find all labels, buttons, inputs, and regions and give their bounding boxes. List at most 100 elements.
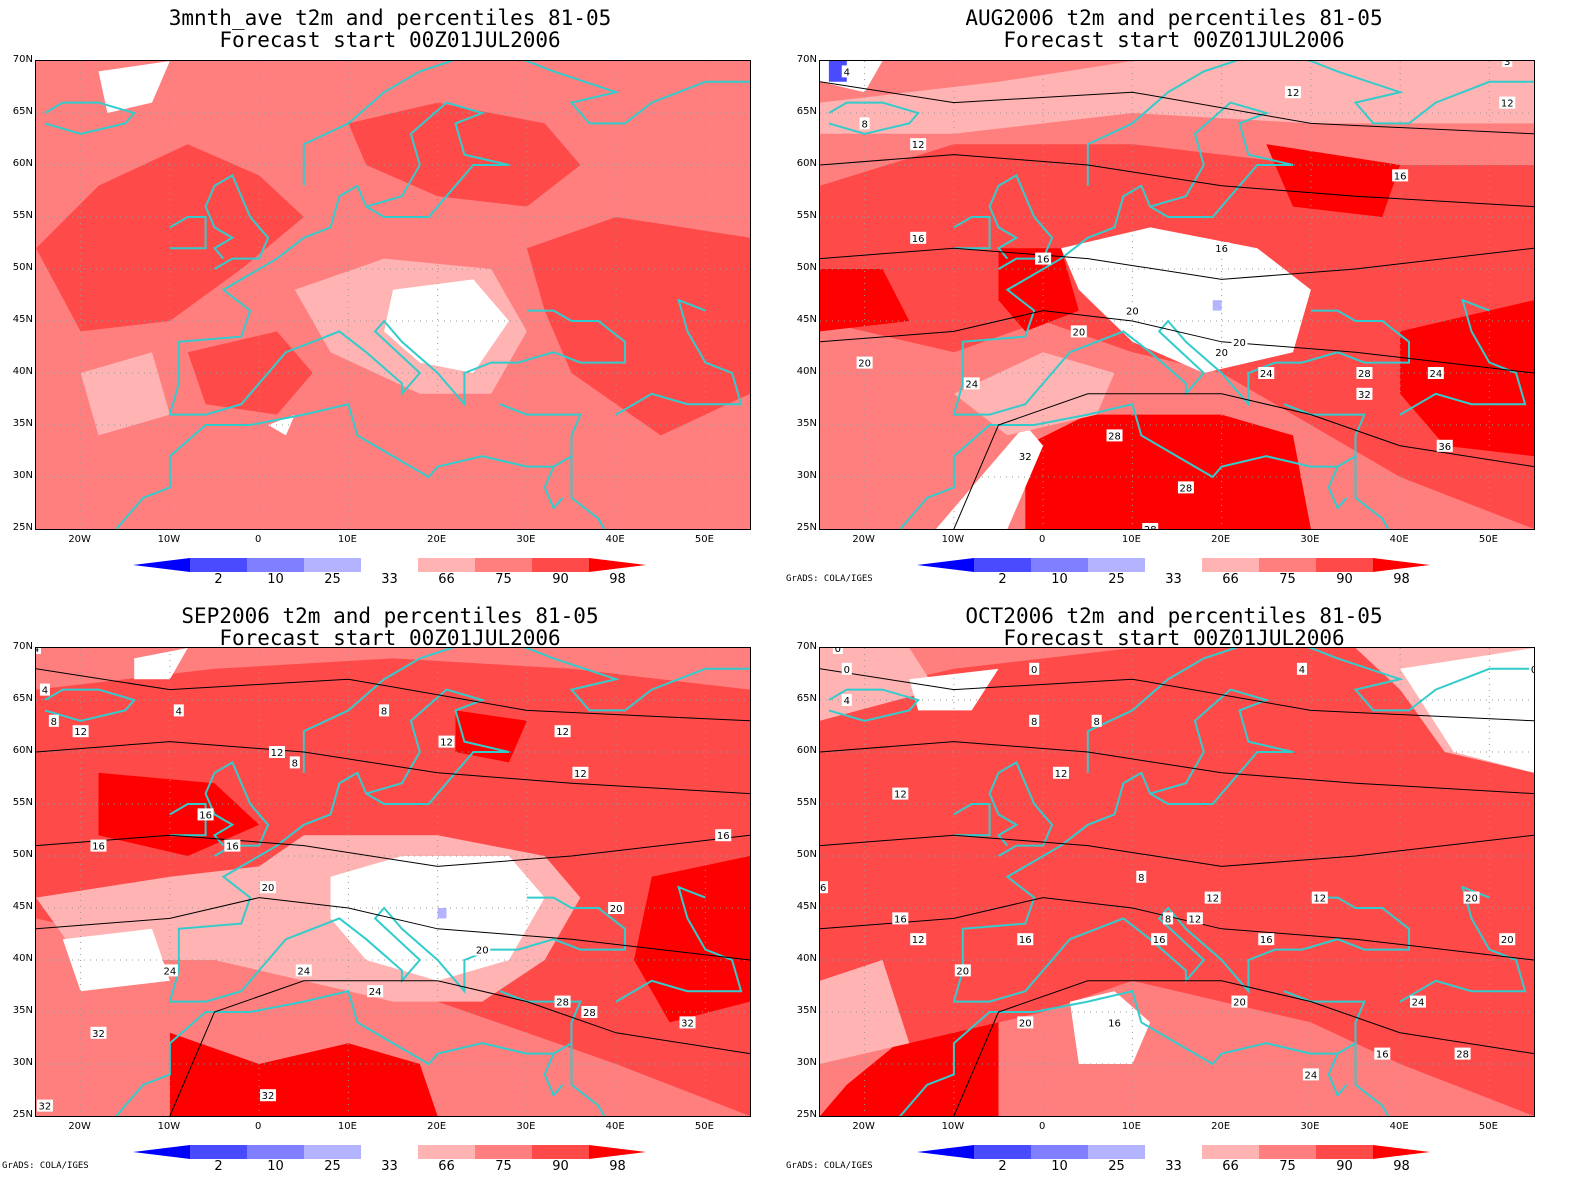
coastline [899, 990, 1366, 1116]
contour-label: 8 [289, 756, 300, 769]
contour-label: 24 [1409, 995, 1426, 1009]
latitude-label: 40N [12, 366, 33, 377]
colorbar-segment [304, 558, 361, 572]
contour-label: 24 [295, 964, 312, 977]
svg-text:24: 24 [297, 966, 310, 977]
colorbar-label: 66 [1222, 572, 1239, 587]
contour-label: 4 [36, 648, 41, 655]
contour-label: 12 [1285, 86, 1302, 99]
contour-label: 24 [367, 985, 384, 998]
colorbar-label: 33 [1165, 572, 1182, 587]
colorbar-segment [247, 1145, 304, 1159]
contour-label: 12 [554, 725, 571, 738]
longitude-label: 40E [1389, 1121, 1409, 1132]
longitude-label: 20W [68, 534, 91, 545]
colorbar-segment [532, 1145, 589, 1159]
isotherm-contour [169, 980, 750, 1116]
coastline [615, 885, 743, 1003]
svg-text:12: 12 [1501, 99, 1514, 110]
contour-label: 28 [1177, 481, 1194, 494]
colorbar-segment [1031, 1145, 1088, 1159]
latitude-label: 35N [796, 418, 817, 429]
svg-text:36: 36 [1438, 442, 1451, 453]
percentile-region [1400, 300, 1534, 457]
latitude-label: 50N [796, 262, 817, 273]
colorbar-segment [1088, 1145, 1145, 1159]
svg-text:12: 12 [1055, 769, 1068, 780]
colorbar-label: 90 [1336, 1159, 1353, 1174]
contour-label: 0 [832, 648, 843, 655]
percentile-region [1400, 648, 1534, 773]
svg-text:12: 12 [912, 935, 925, 946]
percentile-region [820, 960, 910, 1064]
colorbar-segment [917, 558, 974, 572]
contour-label: 0 [1029, 662, 1040, 676]
latitude-label: 35N [12, 418, 33, 429]
contour-label: 28 [554, 995, 571, 1009]
longitude-label: 30E [516, 534, 536, 545]
coastline [204, 173, 270, 270]
panel-title-line2: Forecast start 00Z01JUL2006 [219, 28, 561, 52]
colorbar-label: 98 [609, 572, 626, 587]
contour-label: 12 [1204, 891, 1221, 905]
contour-label: 24 [1258, 367, 1275, 380]
svg-text:28: 28 [1358, 369, 1371, 380]
percentile-region [820, 269, 910, 332]
svg-text:32: 32 [39, 1102, 52, 1113]
contour-label: 20 [474, 943, 491, 957]
latitude-label: 40N [796, 953, 817, 964]
contour-label: 20 [1463, 891, 1480, 905]
colorbar-segment [589, 558, 646, 572]
map-svg [36, 61, 750, 529]
colorbar-label: 75 [495, 572, 512, 587]
contour-label: 3 [1502, 61, 1513, 68]
contour-label: 0 [841, 662, 852, 676]
contour-label: 8 [1091, 714, 1102, 728]
svg-text:16: 16 [1376, 1050, 1389, 1061]
colorbar-label: 90 [552, 1159, 569, 1174]
svg-text:28: 28 [583, 1008, 596, 1019]
coastline [953, 216, 991, 250]
contour-label: 20 [1070, 325, 1087, 338]
contour-label: 16 [1017, 933, 1034, 946]
latitude-label: 60N [12, 745, 33, 756]
isotherm-contour [36, 741, 750, 795]
latitude-label: 45N [12, 314, 33, 325]
map-svg: 4 4 8 4 8 12 8 12 12 12 16 16 12 16 16 20 20 20 24 24 24 28 28… [36, 648, 750, 1116]
contour-label: 12 [572, 766, 589, 780]
contour-label: 0 [1529, 662, 1534, 676]
svg-text:20: 20 [610, 904, 623, 915]
svg-text:16: 16 [1215, 244, 1228, 255]
svg-text:28: 28 [1108, 431, 1121, 442]
colorbar-label: 10 [1051, 572, 1068, 587]
colorbar-segment [361, 1145, 418, 1159]
svg-text:24: 24 [1260, 369, 1273, 380]
contour-label: 24 [963, 377, 980, 390]
latitude-label: 35N [796, 1005, 817, 1016]
longitude-label: 20E [427, 1121, 447, 1132]
percentile-region [634, 856, 750, 1023]
latitude-label: 45N [796, 901, 817, 912]
latitude-label: 60N [796, 745, 817, 756]
panel-title-line1: OCT2006 t2m and percentiles 81-05 [965, 604, 1383, 628]
coastline [44, 101, 136, 135]
contour-label: 12 [910, 138, 927, 151]
contour-label: 8 [48, 714, 59, 728]
contour-label: 32 [90, 1026, 107, 1040]
coastline [953, 896, 1410, 1003]
latitude-label: 70N [12, 641, 33, 652]
latitude-label: 70N [12, 54, 33, 65]
colorbar-segment [1145, 558, 1202, 572]
coastline [570, 456, 606, 529]
colorbar-label: 10 [1051, 1159, 1068, 1174]
svg-text:24: 24 [164, 966, 177, 977]
svg-text:4: 4 [176, 706, 182, 717]
svg-text:16: 16 [1153, 935, 1166, 946]
svg-text:8: 8 [861, 119, 867, 130]
svg-text:12: 12 [440, 738, 453, 749]
colorbar-segment [1259, 558, 1316, 572]
contour-label: 20 [954, 964, 971, 977]
percentile-region [169, 1032, 438, 1116]
isotherm-contour [953, 980, 1534, 1116]
coastline [115, 990, 582, 1116]
